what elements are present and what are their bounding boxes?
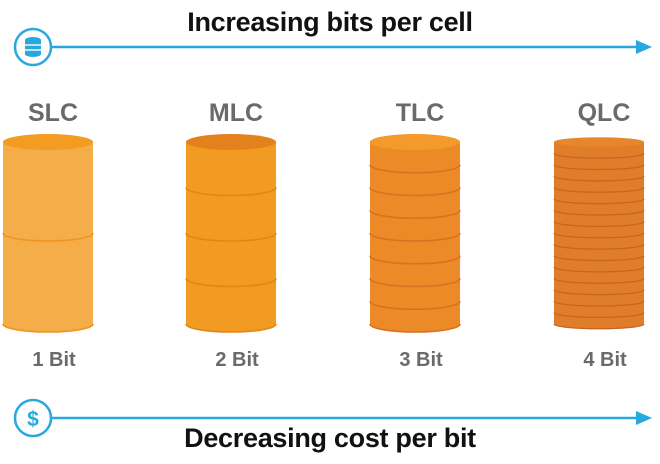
bottom-title: Decreasing cost per bit [184, 423, 476, 453]
disk-layer [2, 134, 94, 242]
disk-layer [553, 137, 645, 159]
dollar-symbol: $ [27, 408, 39, 431]
cylinder-qlc [553, 137, 645, 330]
top-title: Increasing bits per cell [187, 7, 473, 37]
dollar-icon: $ [13, 398, 53, 438]
disk-layer [185, 134, 277, 197]
label-slc: SLC [28, 99, 78, 127]
cylinder-slc [2, 134, 94, 333]
cylinder-mlc [185, 134, 277, 333]
label-mlc: MLC [208, 99, 264, 127]
label-tlc: TLC [395, 99, 445, 127]
database-icon [13, 27, 53, 67]
bottom-arrow: $ [13, 398, 652, 438]
top-arrow [13, 27, 652, 67]
cylinder-tlc [369, 134, 461, 333]
bits-tlc: 3 Bit [399, 349, 443, 371]
bits-slc: 1 Bit [32, 349, 76, 371]
bits-qlc: 4 Bit [583, 349, 627, 371]
label-qlc: QLC [577, 99, 631, 127]
disk-layer [369, 134, 461, 174]
bits-mlc: 2 Bit [215, 349, 259, 371]
